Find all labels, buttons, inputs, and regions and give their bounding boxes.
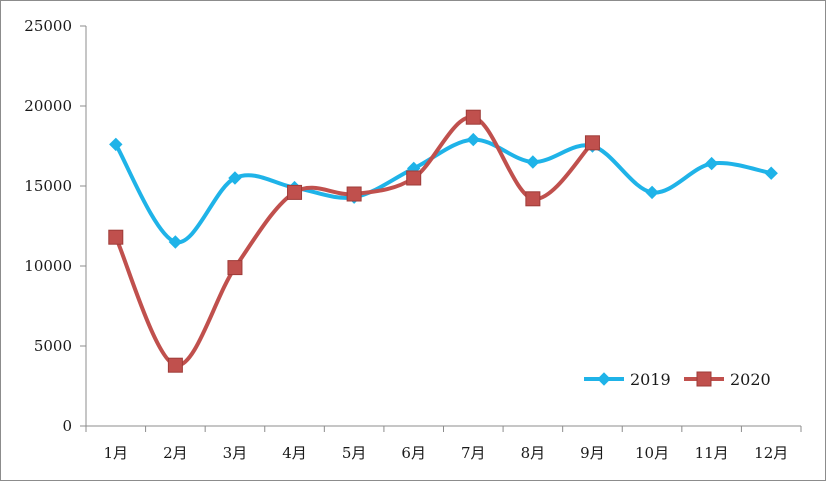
y-tick-label: 15000 — [24, 177, 72, 195]
data-point-2020 — [227, 260, 243, 276]
data-point-2019 — [109, 137, 123, 152]
data-point-2020 — [465, 109, 481, 125]
data-point-2020 — [167, 357, 183, 373]
data-point-2020 — [287, 184, 303, 200]
legend-marker — [597, 372, 611, 386]
x-tick-label: 8月 — [521, 444, 546, 462]
x-tick-label: 5月 — [342, 444, 367, 462]
legend-item-2020: 2020 — [684, 370, 771, 389]
x-tick-label: 11月 — [695, 444, 729, 462]
legend-label: 2020 — [730, 370, 771, 389]
data-point-2020 — [108, 229, 124, 245]
data-point-2020 — [406, 170, 422, 186]
series-2019 — [109, 132, 778, 249]
x-tick-label: 7月 — [461, 444, 486, 462]
data-point-2019 — [704, 156, 719, 171]
data-point-2019 — [168, 235, 183, 249]
legend-label: 2019 — [630, 370, 671, 389]
data-point-2019 — [645, 185, 659, 200]
data-point-2020 — [346, 186, 362, 202]
x-tick-label: 4月 — [282, 444, 307, 462]
legend-item-2019: 2019 — [584, 370, 671, 389]
data-point-2020 — [584, 135, 600, 151]
data-point-2019 — [228, 171, 242, 185]
x-tick-label: 9月 — [580, 444, 605, 462]
x-tick-label: 1月 — [104, 444, 129, 462]
series-layer — [108, 109, 778, 373]
series-line-2019 — [113, 137, 774, 245]
y-tick-label: 0 — [62, 417, 72, 435]
legend-marker — [696, 371, 712, 387]
x-tick-label: 3月 — [223, 444, 248, 462]
y-tick-label: 5000 — [34, 337, 72, 355]
data-point-2019 — [764, 166, 778, 180]
axes: 0 5000 10000 15000 20000 25000 1月 2月 3月 4月 5月 6月 7月 8… — [24, 17, 802, 462]
data-point-2019 — [526, 155, 540, 169]
x-tick-label: 12月 — [754, 444, 788, 462]
y-tick-label: 10000 — [24, 257, 72, 275]
y-tick-label: 20000 — [24, 97, 72, 115]
data-point-2019 — [466, 132, 480, 147]
series-2020 — [108, 109, 600, 373]
x-tick-label: 6月 — [401, 444, 426, 462]
x-tick-label: 10月 — [635, 444, 669, 462]
y-tick-label: 25000 — [24, 17, 72, 35]
x-tick-label: 2月 — [163, 444, 188, 462]
series-line-2020 — [113, 115, 595, 368]
legend: 2019 2020 — [584, 370, 771, 389]
data-point-2020 — [525, 191, 541, 207]
